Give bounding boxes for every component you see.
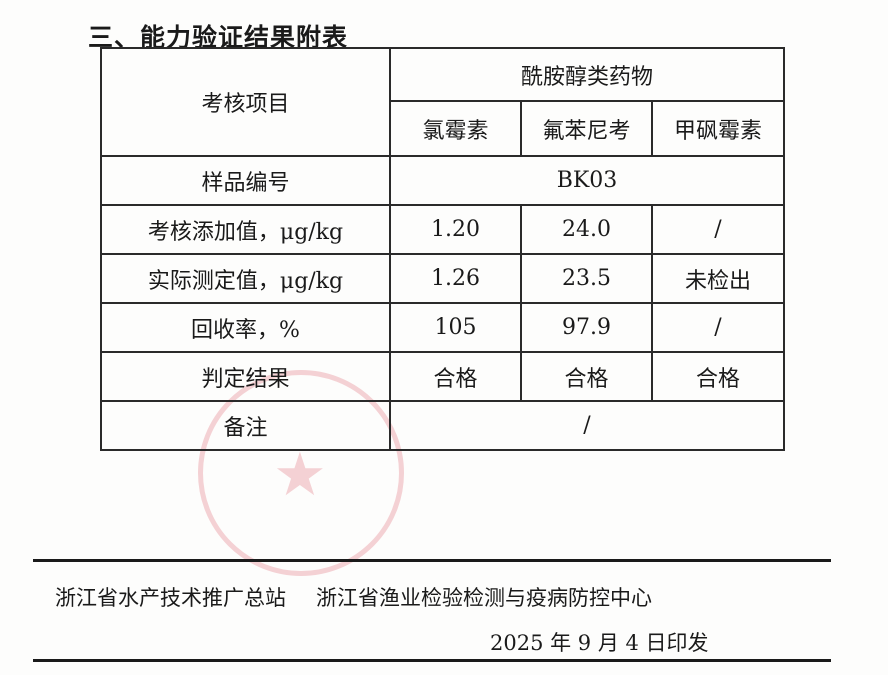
table-row: 备注 / [100, 400, 785, 451]
row-label: 考核添加值，μg/kg [100, 204, 391, 255]
cell: 24.0 [520, 204, 653, 255]
table-row: 判定结果 合格 合格 合格 [100, 351, 785, 402]
row-label: 样品编号 [100, 155, 391, 206]
cell: 合格 [389, 351, 522, 402]
cell: 23.5 [520, 253, 653, 304]
cell: 合格 [520, 351, 653, 402]
footer-bottom-rule [33, 659, 831, 662]
row-label: 回收率，% [100, 302, 391, 353]
table-row: 回收率，% 105 97.9 / [100, 302, 785, 353]
table-row: 实际测定值，μg/kg 1.26 23.5 未检出 [100, 253, 785, 304]
drug-header: 甲砜霉素 [651, 100, 785, 157]
footer-organizations: 浙江省水产技术推广总站 浙江省渔业检验检测与疫病防控中心 [55, 582, 682, 612]
cell: / [651, 302, 785, 353]
table-row: 考核添加值，μg/kg 1.20 24.0 / [100, 204, 785, 255]
star-icon: ★ [273, 440, 327, 510]
results-table: 考核项目 酰胺醇类药物 氯霉素 氟苯尼考 甲砜霉素 样品编号 BK03 考核添加… [100, 47, 785, 451]
cell: 97.9 [520, 302, 653, 353]
row-label: 判定结果 [100, 351, 391, 402]
drug-header-row: 氯霉素 氟苯尼考 甲砜霉素 [101, 100, 785, 157]
row-label: 备注 [100, 400, 391, 451]
cell: 1.20 [389, 204, 522, 255]
issuer-org: 浙江省渔业检验检测与疫病防控中心 [316, 586, 652, 610]
footer-top-rule [33, 559, 831, 562]
drug-header: 氯霉素 [389, 100, 522, 157]
group-header: 酰胺醇类药物 [389, 47, 785, 102]
drug-header: 氟苯尼考 [520, 100, 653, 157]
issue-date: 2025 年 9 月 4 日印发 [490, 631, 709, 655]
cell: 未检出 [651, 253, 785, 304]
cell: 105 [389, 302, 522, 353]
remark-value: / [389, 400, 785, 451]
item-header: 考核项目 [100, 47, 391, 157]
cell: 1.26 [389, 253, 522, 304]
issuer-org: 浙江省水产技术推广总站 [55, 586, 286, 610]
sample-id: BK03 [389, 155, 785, 206]
cell: / [651, 204, 785, 255]
row-label: 实际测定值，μg/kg [100, 253, 391, 304]
cell: 合格 [651, 351, 785, 402]
header-row: 考核项目 酰胺醇类药物 [100, 47, 785, 157]
table-row: 样品编号 BK03 [100, 155, 785, 206]
